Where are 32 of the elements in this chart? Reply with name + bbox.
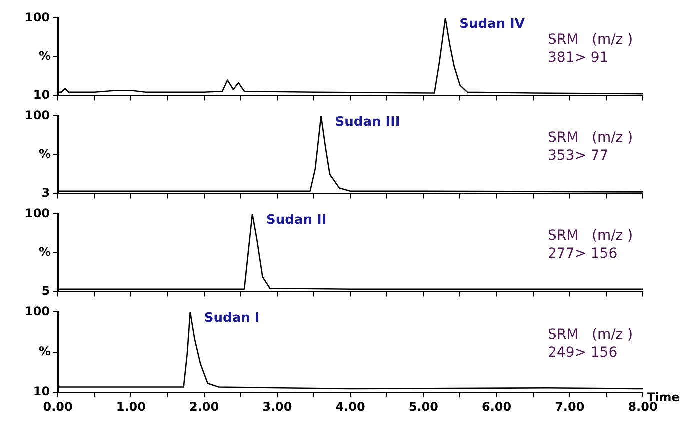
y-tick-label: 100: [24, 10, 50, 24]
annotation: 381> 91: [548, 50, 609, 66]
x-tick-label: 1.00: [116, 400, 146, 414]
x-tick-label: 4.00: [336, 400, 366, 414]
y-tick-label: 100: [24, 304, 50, 318]
annotation: Sudan I: [204, 311, 260, 326]
x-tick-label: 2.00: [189, 400, 220, 414]
y-axis-title: %: [39, 245, 52, 260]
annotation: Sudan III: [335, 115, 400, 130]
annotation: Sudan IV: [460, 17, 525, 32]
y-tick-label: 10: [33, 88, 50, 102]
annotation: SRM (m/z ): [548, 130, 634, 146]
x-tick-label: 0.00: [43, 400, 73, 414]
y-tick-label: 5: [42, 284, 50, 298]
x-tick-label: 6.00: [482, 400, 512, 414]
y-tick-label: 10: [33, 384, 50, 399]
x-tick-label: 3.00: [262, 400, 292, 414]
annotation: 249> 156: [548, 345, 618, 361]
annotation: SRM (m/z ): [548, 228, 634, 244]
annotation: Sudan II: [266, 213, 327, 228]
y-axis-title: %: [39, 344, 52, 359]
y-tick-label: 100: [24, 108, 50, 122]
annotation: SRM (m/z ): [548, 32, 634, 48]
annotation: SRM (m/z ): [548, 327, 634, 343]
y-axis-title: %: [39, 49, 52, 64]
y-axis-title: %: [39, 147, 52, 162]
x-tick-label: 5.00: [408, 400, 438, 414]
annotation: 277> 156: [548, 246, 618, 262]
y-tick-label: 100: [24, 206, 50, 220]
y-tick-label: 3: [42, 186, 50, 200]
x-tick-label: 7.00: [555, 400, 585, 414]
annotation: 353> 77: [548, 148, 609, 164]
